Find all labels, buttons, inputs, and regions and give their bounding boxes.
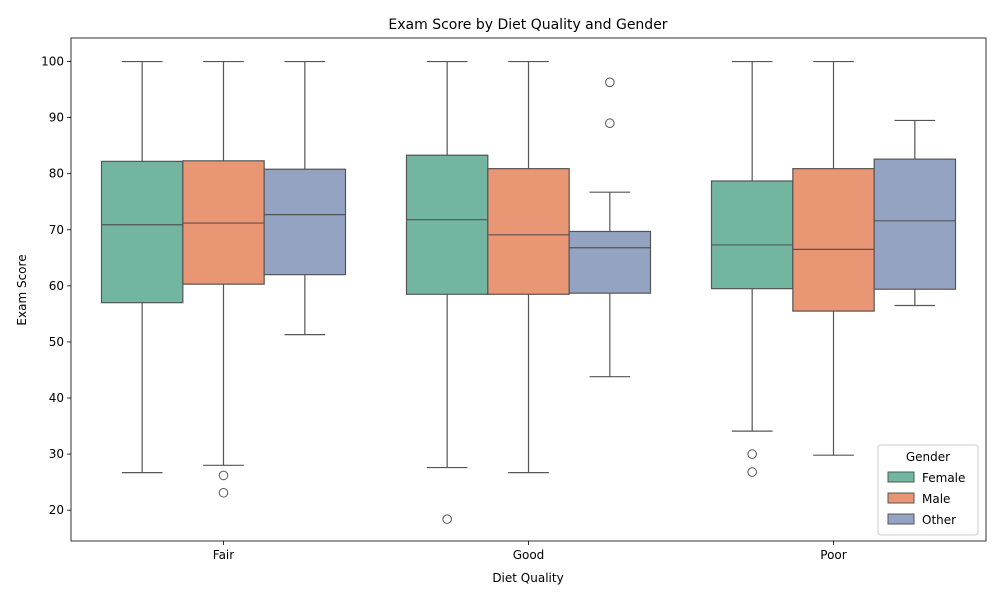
legend-swatch (887, 492, 915, 504)
iqr-box (873, 158, 957, 290)
legend-swatch (887, 471, 915, 483)
x-tick-label: Poor (820, 548, 846, 562)
y-tick-label: 90 (49, 111, 64, 125)
y-tick-label: 80 (49, 167, 64, 181)
iqr-box (405, 154, 489, 295)
outlier-point (605, 118, 615, 129)
y-tick-label: 100 (41, 55, 64, 69)
iqr-box (263, 168, 347, 276)
outlier-point (747, 449, 757, 459)
box-other-fair (263, 60, 347, 336)
y-tick-label: 50 (49, 335, 64, 349)
iqr-box (100, 160, 184, 304)
legend-item-male: Male (887, 492, 950, 506)
outlier-point (218, 470, 229, 481)
y-tick-label: 30 (49, 447, 64, 461)
box-male-fair (182, 60, 265, 498)
iqr-box (568, 230, 652, 294)
y-tick-label: 40 (49, 391, 64, 405)
legend-label: Male (922, 492, 950, 506)
outlier-point (747, 467, 757, 477)
legend-label: Female (922, 471, 965, 485)
iqr-box (487, 168, 570, 295)
box-male-poor (792, 60, 875, 456)
y-tick-label: 70 (49, 223, 64, 237)
legend-label: Other (922, 513, 956, 527)
y-axis-title: Exam Score (15, 254, 29, 325)
x-axis-title: Diet Quality (492, 571, 563, 585)
box-female-good (405, 60, 489, 524)
box-female-fair (100, 60, 184, 474)
iqr-box (710, 180, 794, 290)
legend-item-other: Other (887, 513, 956, 527)
legend-title: Gender (906, 450, 950, 464)
outlier-point (605, 77, 615, 88)
box-other-poor (873, 119, 957, 307)
box-other-good (568, 77, 652, 378)
legend: Gender Female Male Other (877, 444, 979, 536)
y-axis: 20 30 40 50 60 70 80 90 100 (41, 55, 71, 517)
outlier-point (442, 514, 452, 524)
x-tick-label: Good (513, 548, 545, 562)
chart-title: Exam Score by Diet Quality and Gender (388, 17, 667, 33)
x-tick-label: Fair (213, 548, 234, 562)
y-tick-label: 20 (49, 503, 64, 517)
x-axis: Fair Good Poor (213, 541, 847, 562)
legend-swatch (887, 513, 915, 525)
legend-item-female: Female (887, 471, 965, 485)
plot-area (100, 60, 957, 524)
legend-frame (877, 444, 979, 536)
y-tick-label: 60 (49, 279, 64, 293)
outlier-point (218, 487, 229, 498)
box-male-good (487, 60, 570, 474)
iqr-box (792, 168, 875, 312)
